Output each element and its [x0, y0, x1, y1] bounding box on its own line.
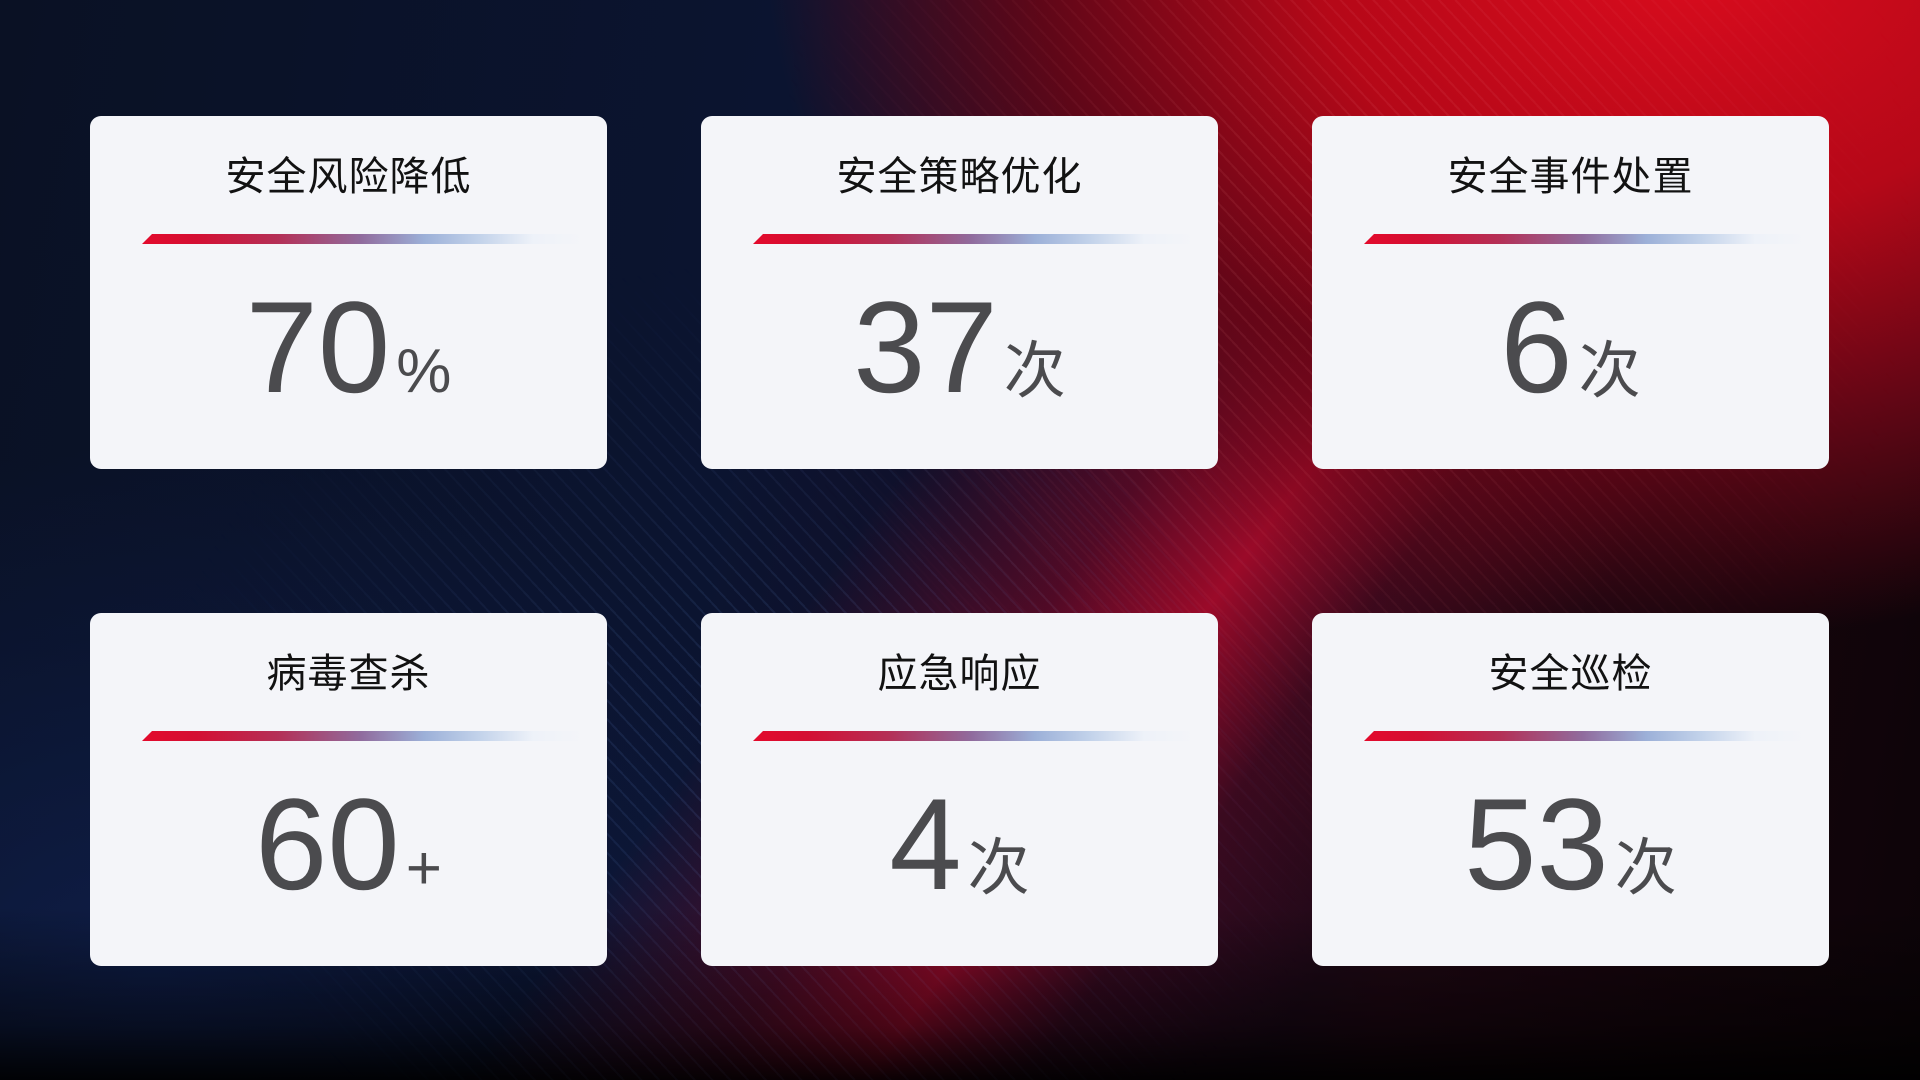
stat-unit: 次: [967, 833, 1030, 903]
divider-gradient-line: [142, 731, 597, 741]
stat-card-emergency-response: 应急响应 4 次: [701, 613, 1218, 966]
divider-gradient-line: [142, 234, 597, 244]
stat-card-risk-reduction: 安全风险降低 70 %: [90, 116, 607, 469]
stat-unit: 次: [1003, 336, 1066, 406]
stat-card-title: 病毒查杀: [266, 652, 431, 696]
stat-unit: 次: [1578, 336, 1641, 406]
stat-value-row: 6 次: [1312, 234, 1829, 459]
stat-value: 53: [1464, 770, 1609, 917]
stat-value-group: 70 %: [246, 282, 452, 412]
stat-card-title: 安全策略优化: [836, 155, 1083, 199]
stat-card-title: 应急响应: [877, 652, 1042, 696]
stat-value-group: 6 次: [1500, 282, 1640, 412]
stat-card-virus-scan: 病毒查杀 60 +: [90, 613, 607, 966]
divider-gradient-line: [753, 731, 1208, 741]
stat-unit: +: [405, 833, 442, 903]
stat-value-row: 60 +: [90, 731, 607, 956]
stat-value-group: 4 次: [889, 779, 1029, 909]
divider-gradient-line: [1364, 731, 1819, 741]
stat-card-title: 安全风险降低: [225, 155, 472, 199]
stat-unit: %: [396, 336, 452, 406]
stat-value-group: 53 次: [1464, 779, 1677, 909]
stat-value: 60: [255, 770, 400, 917]
stat-card-title: 安全事件处置: [1447, 155, 1694, 199]
stat-card-security-inspection: 安全巡检 53 次: [1312, 613, 1829, 966]
stat-value-group: 37 次: [853, 282, 1066, 412]
stat-value: 70: [245, 273, 391, 420]
stat-value-group: 60 +: [255, 779, 442, 909]
stat-unit: 次: [1614, 833, 1677, 903]
stat-value: 6: [1500, 273, 1573, 420]
stat-value-row: 4 次: [701, 731, 1218, 956]
stat-card-policy-optimization: 安全策略优化 37 次: [701, 116, 1218, 469]
stat-value-row: 37 次: [701, 234, 1218, 459]
stats-grid: 安全风险降低 70 % 安全策略优化 37 次 安全事件处置: [90, 116, 1829, 966]
stat-card-title: 安全巡检: [1488, 652, 1653, 696]
stat-card-incident-handling: 安全事件处置 6 次: [1312, 116, 1829, 469]
divider-gradient-line: [1364, 234, 1819, 244]
divider-gradient-line: [753, 234, 1208, 244]
stat-value: 4: [889, 770, 962, 917]
stat-value-row: 70 %: [90, 234, 607, 459]
stat-value: 37: [853, 273, 998, 420]
stat-value-row: 53 次: [1312, 731, 1829, 956]
